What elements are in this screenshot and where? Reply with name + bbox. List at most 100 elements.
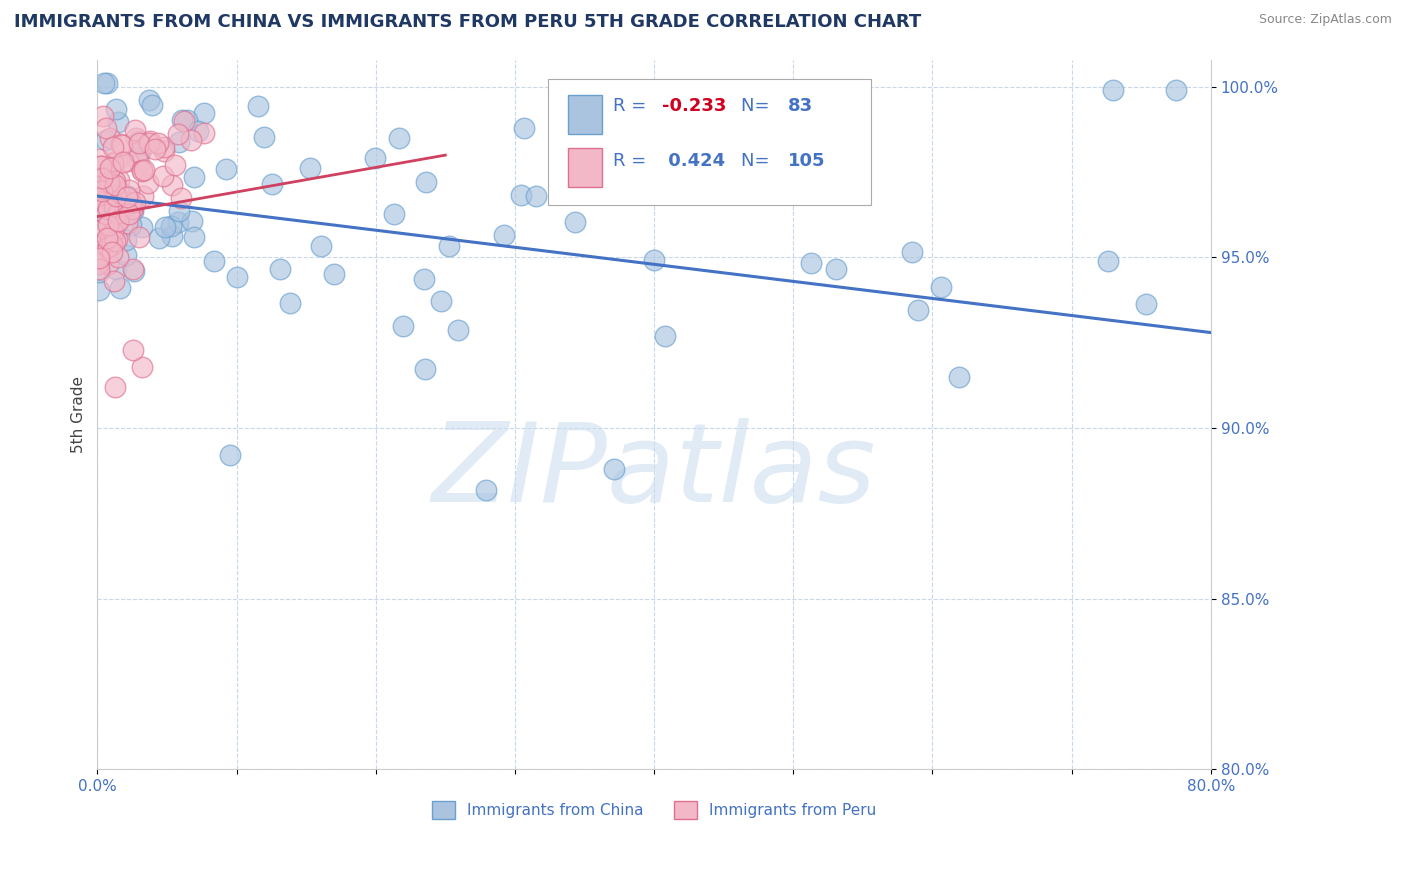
Point [118, 194, 141, 209]
Point [162, 229, 184, 244]
Point [948, 369, 970, 384]
Point [103, 178, 125, 192]
Point [107, 214, 129, 228]
Point [202, 253, 225, 268]
Point [138, 136, 160, 150]
Point [167, 127, 190, 141]
Point [187, 124, 209, 138]
Point [104, 261, 127, 276]
Point [152, 169, 174, 183]
Point [136, 176, 159, 190]
Point [91, 110, 114, 124]
Point [494, 228, 516, 243]
Point [131, 162, 153, 177]
Point [219, 449, 242, 463]
Point [101, 238, 124, 252]
Point [1164, 83, 1187, 97]
Point [603, 462, 626, 476]
Point [474, 483, 496, 497]
Point [89, 178, 111, 192]
Point [183, 229, 205, 244]
Point [170, 191, 193, 205]
Point [96, 231, 118, 245]
Point [101, 156, 124, 170]
Point [145, 142, 167, 156]
Point [128, 136, 150, 151]
Point [115, 248, 138, 262]
Point [91, 184, 114, 198]
Text: R =: R = [613, 96, 652, 114]
Point [382, 207, 405, 221]
Point [118, 182, 141, 196]
Point [96, 77, 118, 91]
Point [103, 211, 125, 226]
Point [298, 161, 321, 175]
Point [117, 206, 139, 220]
Point [121, 203, 143, 218]
Point [98, 233, 121, 247]
Point [193, 126, 215, 140]
Point [104, 189, 127, 203]
Point [513, 121, 536, 136]
Point [193, 106, 215, 120]
Text: IMMIGRANTS FROM CHINA VS IMMIGRANTS FROM PERU 5TH GRADE CORRELATION CHART: IMMIGRANTS FROM CHINA VS IMMIGRANTS FROM… [14, 13, 921, 31]
Point [167, 204, 190, 219]
Point [115, 233, 138, 247]
Point [103, 184, 125, 198]
Point [127, 134, 149, 148]
Y-axis label: 5th Grade: 5th Grade [72, 376, 86, 453]
Point [97, 202, 120, 216]
Point [114, 199, 136, 213]
Point [262, 178, 284, 192]
Point [111, 196, 134, 211]
Point [139, 134, 162, 148]
Point [929, 280, 952, 294]
Point [160, 219, 183, 234]
Point [388, 131, 411, 145]
Point [124, 123, 146, 137]
Point [101, 245, 124, 260]
Point [253, 130, 276, 145]
Point [105, 102, 128, 116]
Bar [568, 148, 602, 187]
Point [97, 218, 120, 232]
Point [120, 194, 142, 209]
Text: 105: 105 [787, 152, 825, 169]
Point [94, 181, 117, 195]
Point [89, 251, 111, 265]
Point [110, 136, 132, 151]
Point [87, 262, 110, 277]
Bar [568, 95, 602, 134]
Text: 0.424: 0.424 [662, 152, 725, 169]
Point [94, 172, 117, 186]
Point [901, 245, 924, 260]
Point [100, 237, 122, 252]
Point [323, 267, 346, 281]
Point [87, 224, 110, 238]
Point [278, 296, 301, 310]
Point [131, 188, 153, 202]
Point [97, 257, 120, 271]
Point [87, 257, 110, 271]
Point [101, 238, 124, 252]
Point [176, 113, 198, 128]
Point [121, 202, 143, 217]
FancyBboxPatch shape [548, 78, 872, 205]
Point [226, 270, 249, 285]
Point [96, 120, 118, 135]
Point [115, 216, 138, 230]
Point [430, 293, 453, 308]
Legend: Immigrants from China, Immigrants from Peru: Immigrants from China, Immigrants from P… [426, 795, 883, 825]
Point [111, 137, 134, 152]
Point [108, 173, 131, 187]
Point [146, 136, 169, 150]
Point [167, 135, 190, 149]
Point [1102, 83, 1125, 97]
Point [104, 214, 127, 228]
Point [104, 234, 127, 248]
Point [98, 161, 121, 176]
Point [117, 189, 139, 203]
Point [128, 156, 150, 170]
Point [111, 155, 134, 169]
Point [907, 302, 929, 317]
